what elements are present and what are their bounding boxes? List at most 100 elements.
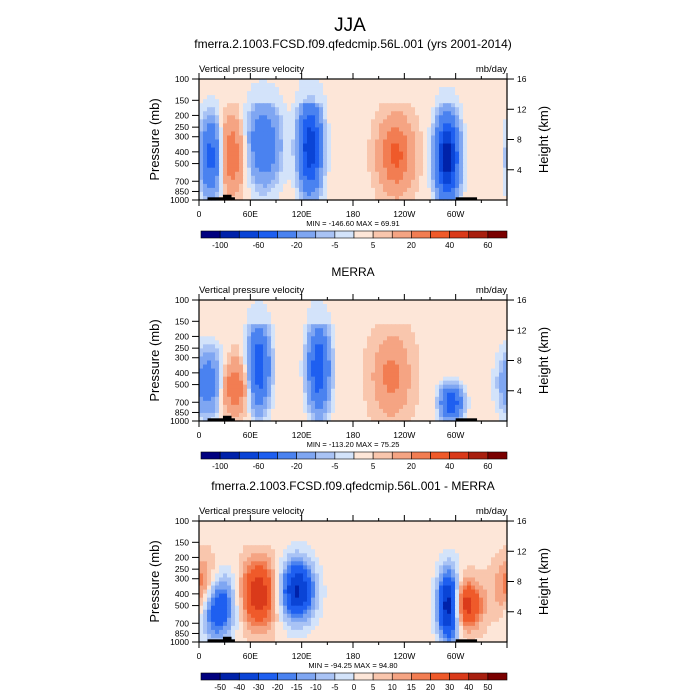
heatmap-cell	[323, 151, 328, 157]
heatmap-cell	[271, 123, 276, 128]
heatmap-cell	[279, 320, 284, 325]
heatmap-cell	[339, 131, 344, 137]
heatmap-cell	[379, 127, 384, 133]
heatmap-cell	[279, 95, 284, 100]
heatmap-cell	[319, 320, 324, 325]
heatmap-cell	[419, 416, 424, 422]
heatmap-cell	[219, 332, 224, 337]
heatmap-cell	[431, 171, 436, 177]
heatmap-cell	[391, 191, 396, 197]
heatmap-cell	[435, 123, 440, 128]
heatmap-cell	[487, 167, 492, 173]
heatmap-cell	[343, 187, 348, 193]
heatmap-cell	[271, 195, 276, 201]
heatmap-cell	[239, 388, 244, 394]
heatmap-cell	[327, 348, 332, 354]
heatmap-cell	[495, 87, 500, 92]
heatmap-cell	[243, 356, 248, 362]
heatmap-cell	[287, 195, 292, 201]
heatmap-cell	[503, 187, 508, 193]
heatmap-cell	[427, 155, 432, 161]
heatmap-cell	[459, 308, 464, 313]
heatmap-cell	[231, 191, 236, 197]
heatmap-cell	[355, 320, 360, 325]
heatmap-cell	[303, 400, 308, 406]
heatmap-cell	[407, 380, 412, 386]
heatmap-cell	[303, 191, 308, 197]
heatmap-cell	[291, 111, 296, 116]
heatmap-cell	[259, 300, 264, 305]
heatmap-cell	[319, 135, 324, 141]
heatmap-cell	[375, 191, 380, 197]
heatmap-cell	[319, 412, 324, 418]
heatmap-cell	[391, 304, 396, 309]
heatmap-cell	[267, 416, 272, 422]
heatmap-cell	[247, 392, 252, 398]
heatmap-cell	[239, 191, 244, 197]
heatmap-cell	[243, 115, 248, 120]
heatmap-cell	[371, 328, 376, 333]
heatmap-cell	[387, 115, 392, 120]
heatmap-cell	[403, 147, 408, 153]
heatmap-cell	[231, 123, 236, 128]
heatmap-cell	[259, 127, 264, 133]
heatmap-cell	[227, 79, 232, 84]
heatmap-cell	[435, 135, 440, 141]
heatmap-cell	[351, 155, 356, 161]
heatmap-cell	[231, 368, 236, 374]
heatmap-cell	[235, 143, 240, 149]
heatmap-cell	[255, 320, 260, 325]
heatmap-cell	[343, 328, 348, 333]
heatmap-cell	[335, 91, 340, 96]
heatmap-cell	[467, 316, 472, 321]
heatmap-cell	[235, 87, 240, 92]
heatmap-cell	[479, 99, 484, 104]
heatmap-cell	[239, 147, 244, 153]
heatmap-cell	[251, 195, 256, 201]
heatmap-cell	[467, 131, 472, 137]
heatmap-cell	[367, 308, 372, 313]
heatmap-cell	[383, 376, 388, 382]
heatmap-cell	[259, 324, 264, 329]
heatmap-cell	[271, 127, 276, 133]
heatmap-cell	[431, 300, 436, 305]
heatmap-cell	[271, 388, 276, 394]
y-right-axis-label: Height (km)	[536, 327, 551, 394]
heatmap-cell	[431, 191, 436, 197]
heatmap-cell	[259, 151, 264, 157]
heatmap-cell	[367, 179, 372, 185]
heatmap-cell	[319, 328, 324, 333]
heatmap-cell	[355, 348, 360, 354]
heatmap-cell	[343, 521, 348, 526]
heatmap-cell	[235, 183, 240, 189]
heatmap-cell	[215, 525, 220, 530]
heatmap-cell	[215, 392, 220, 398]
heatmap-cell	[335, 111, 340, 116]
heatmap-cell	[215, 139, 220, 145]
heatmap-cell	[459, 384, 464, 390]
heatmap-cell	[379, 135, 384, 141]
heatmap-cell	[503, 107, 508, 112]
heatmap-cell	[315, 115, 320, 120]
heatmap-cell	[451, 340, 456, 345]
heatmap-cell	[243, 83, 248, 88]
heatmap-cell	[471, 344, 476, 349]
heatmap-cell	[251, 115, 256, 120]
heatmap-cell	[391, 404, 396, 410]
heatmap-cell	[443, 388, 448, 394]
heatmap-cell	[227, 368, 232, 374]
heatmap-cell	[379, 368, 384, 374]
heatmap-cell	[323, 340, 328, 345]
heatmap-cell	[311, 191, 316, 197]
heatmap-cell	[443, 87, 448, 92]
heatmap-cell	[219, 111, 224, 116]
heatmap-cell	[411, 87, 416, 92]
heatmap-cell	[407, 344, 412, 349]
heatmap-cell	[479, 408, 484, 414]
heatmap-cell	[211, 79, 216, 84]
heatmap-cell	[263, 376, 268, 382]
heatmap-cell	[255, 135, 260, 141]
heatmap-cell	[411, 79, 416, 84]
heatmap-cell	[447, 316, 452, 321]
heatmap-cell	[227, 529, 232, 534]
